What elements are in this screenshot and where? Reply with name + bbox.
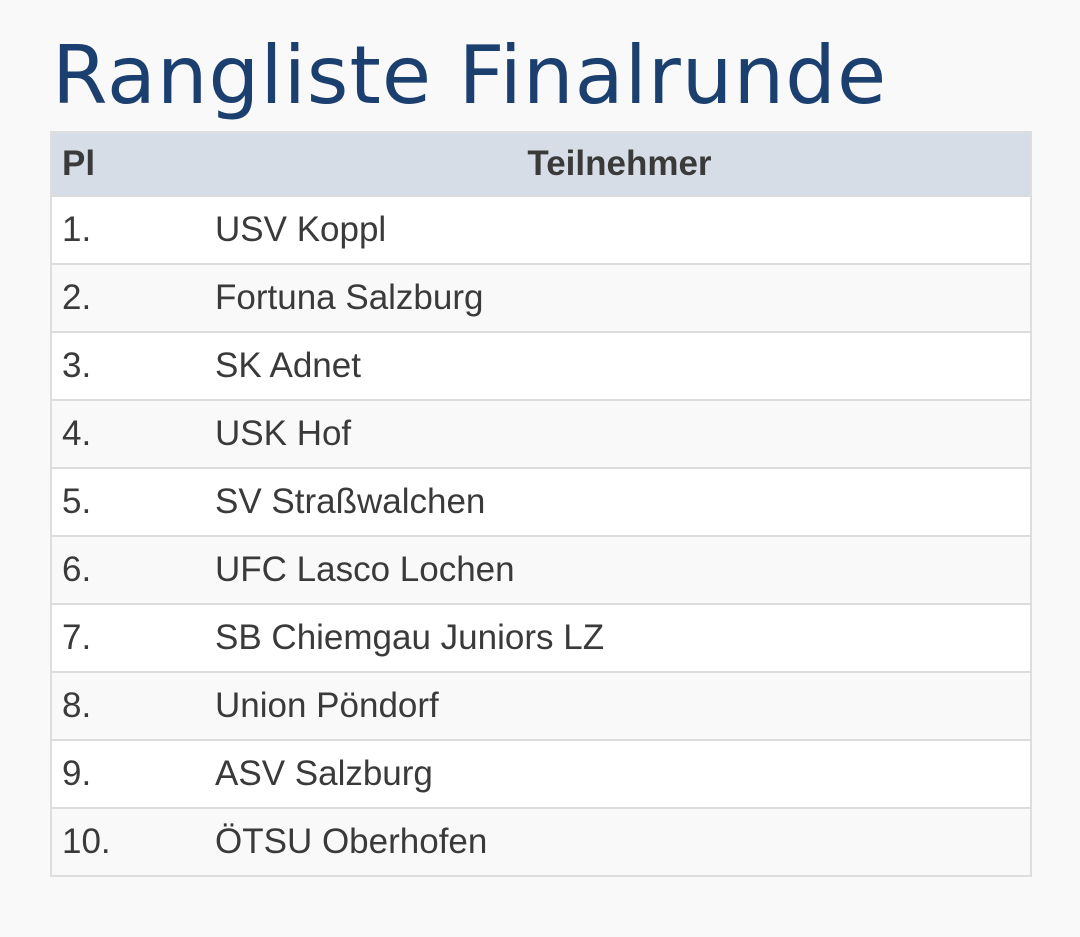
table-row: 4. USK Hof xyxy=(51,400,1031,468)
ranking-table: Pl Teilnehmer 1. USV Koppl 2. Fortuna Sa… xyxy=(50,131,1032,877)
cell-team: UFC Lasco Lochen xyxy=(215,550,515,589)
cell-place: 3. xyxy=(62,346,92,385)
table-row: 7. SB Chiemgau Juniors LZ xyxy=(51,604,1031,672)
cell-place: 4. xyxy=(62,414,92,453)
table-row: 9. ASV Salzburg xyxy=(51,740,1031,808)
cell-place: 7. xyxy=(62,618,92,657)
cell-place: 10. xyxy=(62,822,111,861)
cell-team: SB Chiemgau Juniors LZ xyxy=(215,618,605,657)
table-row: 10. ÖTSU Oberhofen xyxy=(51,808,1031,876)
cell-team: ASV Salzburg xyxy=(215,754,433,793)
table-row: 8. Union Pöndorf xyxy=(51,672,1031,740)
table-row: 1. USV Koppl xyxy=(51,196,1031,264)
table-header-row: Pl Teilnehmer xyxy=(51,132,1031,196)
cell-place: 6. xyxy=(62,550,92,589)
cell-place: 5. xyxy=(62,482,92,521)
cell-team: Union Pöndorf xyxy=(215,686,439,725)
table-row: 5. SV Straßwalchen xyxy=(51,468,1031,536)
table-row: 2. Fortuna Salzburg xyxy=(51,264,1031,332)
cell-place: 1. xyxy=(62,210,92,249)
cell-team: USV Koppl xyxy=(215,210,387,249)
page-title: Rangliste Finalrunde xyxy=(52,29,888,122)
cell-place: 8. xyxy=(62,686,92,725)
cell-place: 9. xyxy=(62,754,92,793)
cell-team: ÖTSU Oberhofen xyxy=(215,822,488,861)
cell-team: SV Straßwalchen xyxy=(215,482,486,521)
column-header-place[interactable]: Pl xyxy=(62,144,96,183)
table-row: 3. SK Adnet xyxy=(51,332,1031,400)
table-row: 6. UFC Lasco Lochen xyxy=(51,536,1031,604)
cell-team: USK Hof xyxy=(215,414,352,453)
cell-team: SK Adnet xyxy=(215,346,361,385)
column-header-participant[interactable]: Teilnehmer xyxy=(527,144,712,183)
cell-team: Fortuna Salzburg xyxy=(215,278,484,317)
cell-place: 2. xyxy=(62,278,92,317)
